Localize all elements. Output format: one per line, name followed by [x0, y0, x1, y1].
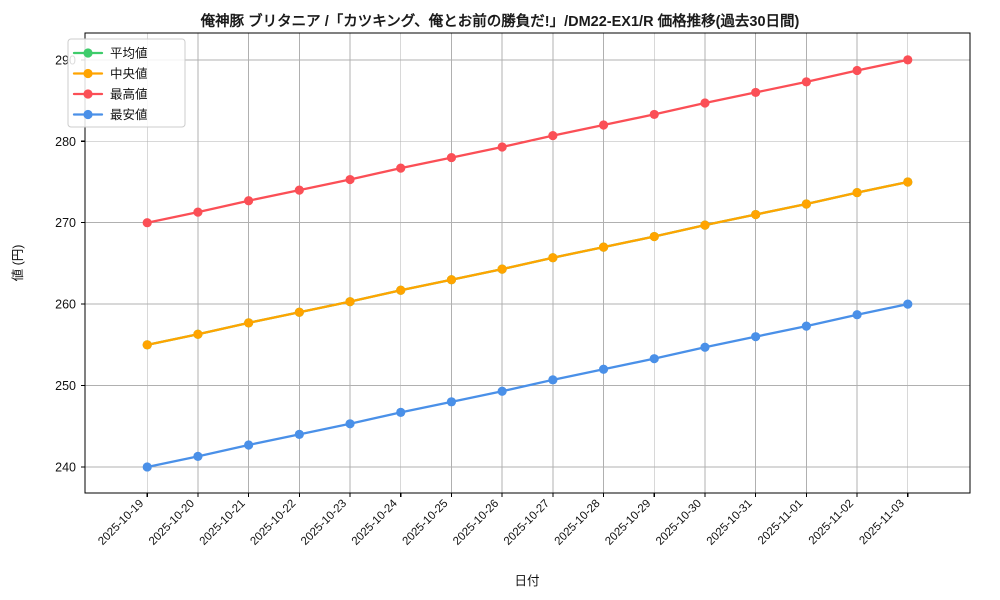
- data-point-marker: [548, 253, 558, 263]
- data-point-marker: [142, 340, 152, 350]
- data-point-marker: [751, 87, 761, 98]
- x-tick-label: 2025-10-29: [603, 498, 653, 548]
- series-line: [146, 180, 909, 346]
- legend-item-1[interactable]: 平均値: [72, 46, 148, 61]
- data-point-marker: [649, 109, 659, 120]
- x-axis-title: 日付: [514, 574, 539, 588]
- x-tick-label: 2025-11-01: [756, 498, 805, 547]
- data-point-marker: [345, 174, 355, 185]
- x-tick-label: 2025-10-22: [248, 498, 298, 548]
- legend-item-3[interactable]: 最高値: [72, 87, 148, 102]
- axis-tick-marks: [81, 59, 909, 497]
- data-point-marker: [193, 451, 203, 461]
- data-point-marker: [903, 299, 913, 309]
- data-point-marker: [244, 196, 254, 206]
- data-point-marker: [497, 142, 507, 152]
- x-tick-label: 2025-11-02: [807, 498, 856, 547]
- data-point-marker: [548, 130, 558, 141]
- data-point-marker: [598, 242, 609, 252]
- data-point-marker: [598, 364, 609, 374]
- data-point-marker: [244, 318, 254, 328]
- data-point-marker: [446, 275, 457, 285]
- x-tick-label: 2025-10-21: [198, 498, 248, 548]
- data-point-marker: [193, 329, 203, 339]
- legend-item-4[interactable]: 最安値: [72, 107, 148, 122]
- data-point-marker: [801, 199, 811, 209]
- chart-title: 俺神豚 ブリタニア /「カツキング、俺とお前の勝負だ!」/DM22-EX1/R …: [200, 14, 800, 30]
- x-tick-label: 2025-10-26: [451, 498, 501, 548]
- data-point-marker: [903, 55, 913, 65]
- data-series-group: [142, 55, 913, 472]
- data-point-marker: [700, 98, 710, 108]
- series-4: [142, 299, 913, 472]
- legend-marker-icon: [83, 109, 93, 120]
- x-tick-label: 2025-10-30: [654, 498, 704, 548]
- data-point-marker: [193, 207, 203, 217]
- x-axis-tick-labels: 2025-10-19 2025-10-20 2025-10-21 2025-10-22…: [96, 497, 907, 548]
- y-tick-label: 260: [55, 298, 76, 312]
- legend-marker-icon: [83, 68, 93, 79]
- series-3: [142, 55, 913, 228]
- data-point-marker: [142, 462, 152, 472]
- data-point-marker: [801, 77, 811, 87]
- data-point-marker: [294, 185, 304, 195]
- x-tick-label: 2025-10-24: [350, 497, 401, 548]
- data-point-marker: [852, 310, 862, 320]
- x-tick-label: 2025-10-23: [299, 498, 349, 548]
- data-point-marker: [142, 218, 152, 228]
- data-point-marker: [801, 321, 811, 331]
- data-point-marker: [649, 354, 659, 364]
- x-tick-label: 2025-10-25: [400, 498, 450, 548]
- series-line: [146, 302, 909, 469]
- data-point-marker: [396, 163, 406, 173]
- data-point-marker: [446, 152, 457, 163]
- data-point-marker: [497, 386, 507, 396]
- data-point-marker: [294, 429, 304, 439]
- legend-background: [67, 38, 186, 128]
- y-tick-label: 270: [55, 216, 76, 230]
- legend-item-2[interactable]: 中央値: [72, 66, 148, 81]
- data-point-marker: [852, 187, 862, 198]
- data-point-marker: [345, 297, 355, 307]
- data-point-marker: [396, 285, 406, 295]
- y-tick-label: 280: [55, 135, 76, 149]
- data-point-marker: [598, 120, 609, 130]
- y-axis-title: 値 (円): [10, 245, 25, 282]
- data-point-marker: [700, 220, 710, 230]
- plot-frame: [84, 32, 971, 494]
- legend-marker-icon: [83, 89, 93, 99]
- data-point-marker: [751, 209, 761, 220]
- x-tick-label: 2025-10-28: [553, 498, 603, 548]
- data-point-marker: [700, 342, 710, 352]
- x-tick-label: 2025-10-27: [502, 498, 552, 548]
- y-tick-label: 250: [55, 379, 76, 393]
- data-point-marker: [446, 397, 457, 407]
- legend-marker-icon: [83, 48, 93, 58]
- legend-label: 最高値: [110, 87, 148, 102]
- x-tick-label: 2025-10-20: [147, 498, 197, 548]
- x-tick-label: 2025-11-03: [857, 498, 906, 547]
- data-point-marker: [548, 375, 558, 385]
- data-point-marker: [345, 419, 355, 429]
- data-point-marker: [903, 177, 913, 187]
- data-point-marker: [294, 307, 304, 317]
- legend-label: 平均値: [110, 46, 148, 61]
- legend-label: 最安値: [110, 107, 148, 122]
- x-tick-label: 2025-10-19: [96, 498, 146, 548]
- data-point-marker: [649, 231, 659, 242]
- legend-label: 中央値: [110, 66, 148, 81]
- series-line: [146, 58, 909, 224]
- y-tick-label: 240: [55, 460, 76, 474]
- data-point-marker: [396, 407, 406, 417]
- data-point-marker: [751, 332, 761, 342]
- data-point-marker: [497, 264, 507, 274]
- series-2: [142, 177, 913, 350]
- data-point-marker: [852, 65, 862, 76]
- data-point-marker: [244, 440, 254, 450]
- x-tick-label: 2025-10-31: [705, 498, 755, 548]
